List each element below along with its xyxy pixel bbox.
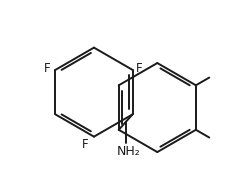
Text: F: F [135, 62, 142, 75]
Text: NH₂: NH₂ [117, 145, 140, 158]
Text: F: F [82, 138, 88, 151]
Text: F: F [44, 62, 50, 75]
